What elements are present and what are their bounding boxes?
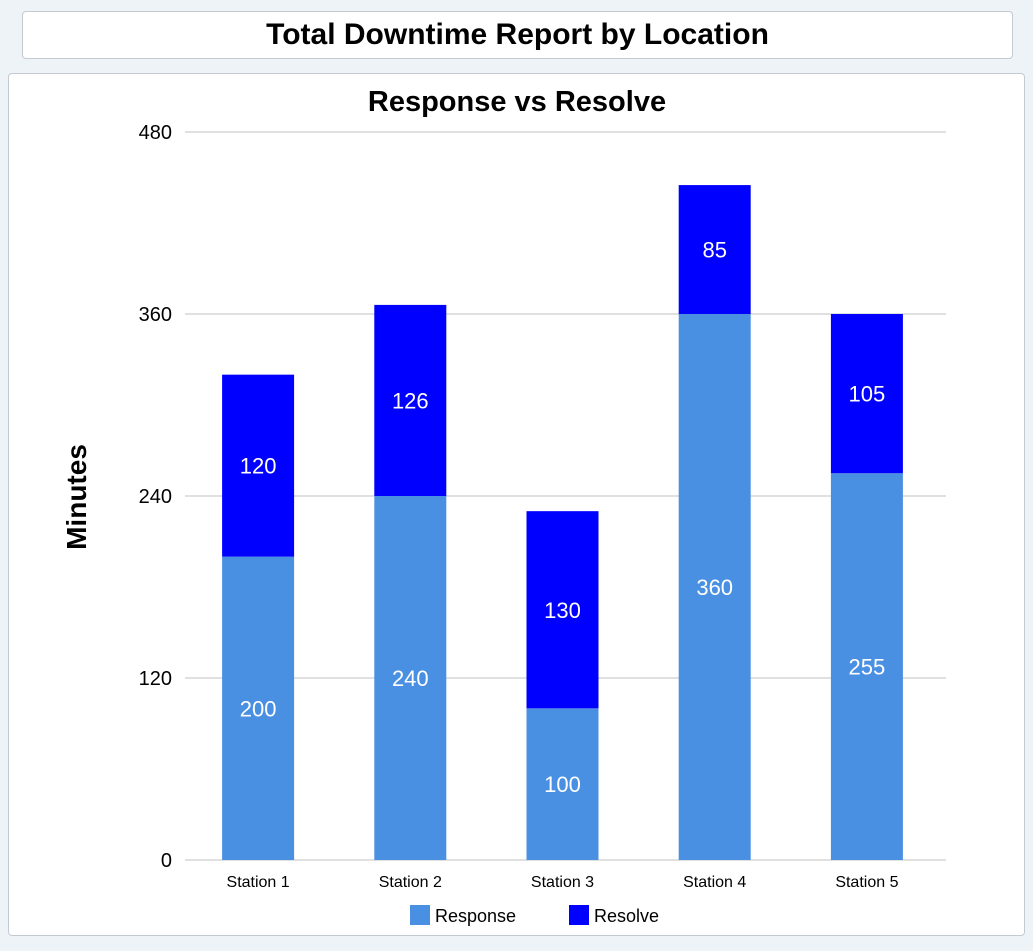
y-axis-label: Minutes [61, 444, 92, 550]
x-tick-label: Station 1 [227, 874, 290, 891]
bar-value-label: 126 [392, 388, 429, 413]
bar-value-label: 105 [849, 382, 886, 407]
report-title: Total Downtime Report by Location [266, 18, 769, 51]
bar-value-label: 85 [702, 238, 726, 263]
y-tick-label: 480 [139, 122, 172, 144]
bar-response [222, 556, 295, 860]
y-tick-label: 240 [139, 486, 172, 508]
x-tick-label: Station 3 [531, 874, 594, 891]
bar-value-label: 200 [240, 696, 277, 721]
legend-swatch-response [410, 905, 430, 925]
report-header: Total Downtime Report by Location [22, 11, 1013, 59]
bar-response [526, 708, 599, 860]
legend-swatch-resolve [569, 905, 589, 925]
x-tick-label: Station 4 [683, 874, 746, 891]
legend-label-resolve: Resolve [594, 906, 659, 926]
x-tick-label: Station 2 [379, 874, 442, 891]
bar-response [678, 314, 751, 860]
axis-labels: 0 120 240 360 480 Station 1 Station 2 Station 3… [139, 122, 899, 891]
bar-resolve [374, 304, 447, 496]
bar-resolve [830, 314, 903, 474]
bar-labels: 200 120 240 126 100 130 360 85 255 105 [240, 238, 886, 798]
bar-value-label: 255 [849, 655, 886, 680]
y-tick-label: 120 [139, 668, 172, 690]
x-tick-label: Station 5 [835, 874, 898, 891]
y-tick-label: 0 [161, 850, 172, 872]
bar-resolve [526, 511, 599, 709]
bar-resolve [678, 185, 751, 314]
bar-response [374, 496, 447, 860]
bar-value-label: 360 [696, 575, 733, 600]
legend: Response Resolve [410, 905, 659, 926]
bar-value-label: 130 [544, 598, 581, 623]
y-tick-label: 360 [139, 304, 172, 326]
chart-title: Response vs Resolve [368, 86, 666, 118]
bar-value-label: 240 [392, 666, 429, 691]
bar-response [830, 473, 903, 860]
legend-label-response: Response [435, 906, 516, 926]
bar-value-label: 120 [240, 454, 277, 479]
bars [222, 185, 903, 860]
bar-value-label: 100 [544, 772, 581, 797]
bar-resolve [222, 374, 295, 557]
